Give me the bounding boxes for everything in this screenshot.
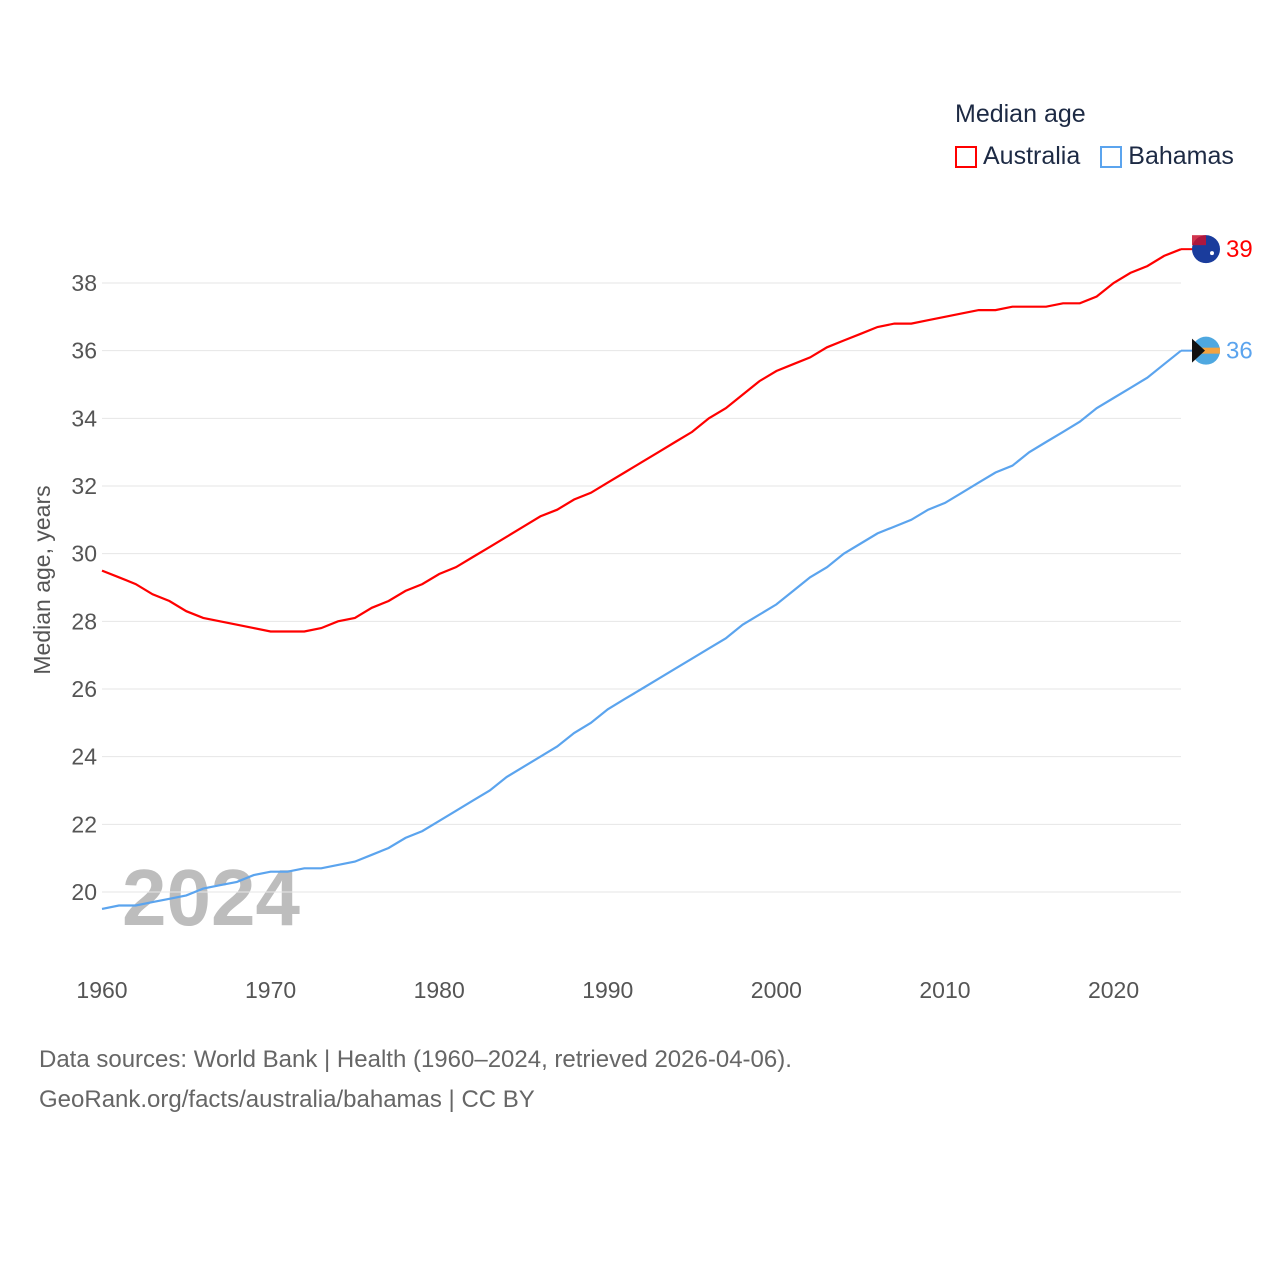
australia-flag-star (1210, 251, 1214, 256)
x-tick-label: 1980 (414, 977, 465, 1003)
x-tick-label: 1970 (245, 977, 296, 1003)
y-tick-label: 34 (71, 405, 97, 431)
y-tick-label: 30 (71, 541, 97, 567)
x-tick-label: 2000 (751, 977, 802, 1003)
end-value-label-australia: 39 (1226, 236, 1253, 263)
y-tick-label: 26 (71, 676, 97, 702)
y-tick-label: 28 (71, 608, 97, 634)
legend-item-bahamas[interactable]: Bahamas (1100, 142, 1234, 171)
x-tick-label: 2020 (1088, 977, 1139, 1003)
y-tick-label: 38 (71, 270, 97, 296)
legend-item-australia[interactable]: Australia (955, 142, 1080, 171)
bahamas-flag-stripe (1192, 347, 1220, 354)
legend-swatch-bahamas (1100, 145, 1123, 168)
australia-flag-union (1192, 235, 1206, 246)
legend-label-bahamas: Bahamas (1128, 142, 1234, 170)
x-tick-label: 2010 (919, 977, 970, 1003)
y-tick-label: 24 (71, 744, 97, 770)
y-tick-label: 36 (71, 338, 97, 364)
legend: Australia Bahamas (955, 142, 1234, 171)
end-value-label-bahamas: 36 (1226, 338, 1253, 365)
series-line-bahamas (101, 349, 1182, 910)
series-line-australia (101, 248, 1182, 633)
attribution-link[interactable]: GeoRank.org/facts/australia/bahamas | CC… (39, 1086, 535, 1113)
x-tick-label: 1960 (76, 977, 127, 1003)
bahamas-flag-triangle (1192, 338, 1205, 363)
y-tick-label: 22 (71, 811, 97, 837)
data-source-text: Data sources: World Bank | Health (1960–… (39, 1046, 792, 1073)
legend-title: Median age (955, 100, 1086, 128)
year-watermark: 2024 (122, 853, 300, 942)
x-tick-label: 1990 (582, 977, 633, 1003)
y-axis-label: Median age, years (29, 485, 55, 674)
y-tick-label: 32 (71, 473, 97, 499)
y-tick-label: 20 (71, 879, 97, 905)
legend-label-australia: Australia (983, 142, 1081, 170)
legend-swatch-australia (955, 145, 977, 168)
